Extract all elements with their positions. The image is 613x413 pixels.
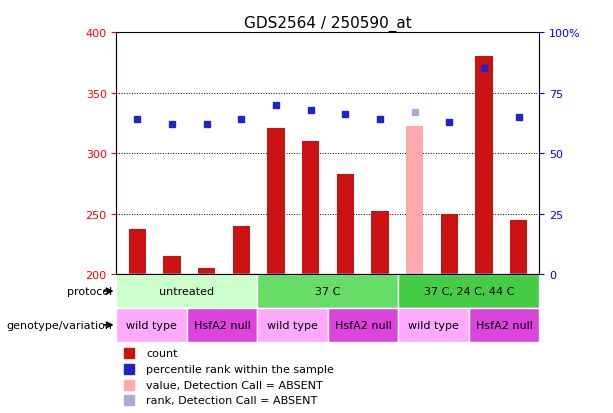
Text: 37 C, 24 C, 44 C: 37 C, 24 C, 44 C	[424, 286, 514, 296]
Bar	[302, 142, 319, 274]
Bar	[371, 211, 389, 274]
FancyBboxPatch shape	[328, 308, 398, 342]
FancyBboxPatch shape	[469, 308, 539, 342]
Bar	[267, 128, 284, 274]
Text: genotype/variation: genotype/variation	[6, 320, 112, 330]
Text: HsfA2 null: HsfA2 null	[335, 320, 392, 330]
Text: percentile rank within the sample: percentile rank within the sample	[146, 364, 334, 374]
Bar	[475, 57, 493, 274]
Text: HsfA2 null: HsfA2 null	[476, 320, 533, 330]
Bar	[510, 220, 527, 274]
Bar	[129, 230, 146, 274]
Bar	[163, 256, 181, 274]
FancyBboxPatch shape	[398, 274, 539, 308]
Bar	[198, 268, 215, 274]
Text: protocol: protocol	[67, 286, 112, 296]
Text: 37 C: 37 C	[315, 286, 341, 296]
FancyBboxPatch shape	[187, 308, 257, 342]
Text: value, Detection Call = ABSENT: value, Detection Call = ABSENT	[146, 380, 323, 389]
Text: wild type: wild type	[267, 320, 318, 330]
FancyBboxPatch shape	[257, 274, 398, 308]
Text: count: count	[146, 348, 178, 358]
Text: rank, Detection Call = ABSENT: rank, Detection Call = ABSENT	[146, 395, 318, 405]
FancyBboxPatch shape	[398, 308, 469, 342]
Text: wild type: wild type	[126, 320, 177, 330]
Text: wild type: wild type	[408, 320, 459, 330]
Bar	[441, 214, 458, 274]
FancyBboxPatch shape	[116, 274, 257, 308]
Text: untreated: untreated	[159, 286, 215, 296]
Bar	[406, 127, 424, 274]
Title: GDS2564 / 250590_at: GDS2564 / 250590_at	[244, 16, 412, 32]
Text: HsfA2 null: HsfA2 null	[194, 320, 251, 330]
Bar	[232, 226, 250, 274]
FancyBboxPatch shape	[116, 308, 187, 342]
Bar	[337, 174, 354, 274]
FancyBboxPatch shape	[257, 308, 328, 342]
